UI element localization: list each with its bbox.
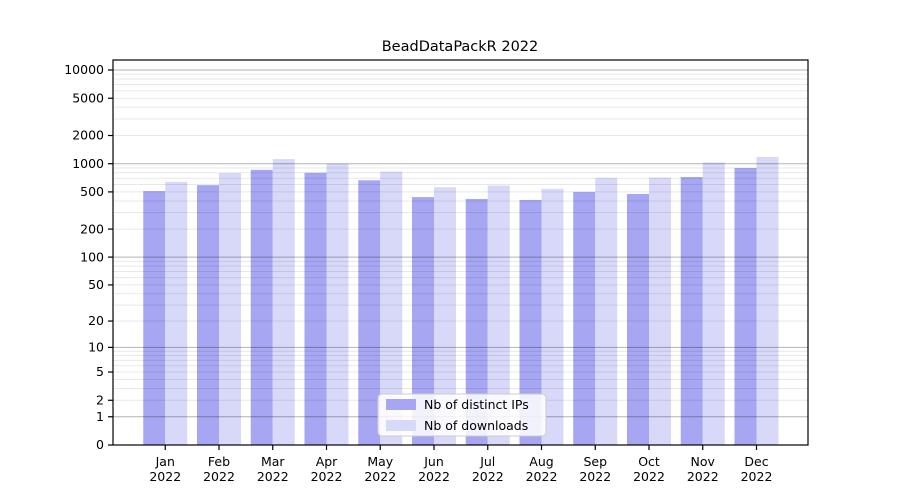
bar-distinct-ips-jan: [143, 191, 166, 445]
bar-downloads-jul: [487, 185, 510, 445]
bar-downloads-oct: [649, 177, 671, 445]
bar-distinct-ips-mar: [250, 169, 273, 445]
y-tick-label: 2000: [72, 128, 104, 143]
x-tick-label-year: 2022: [364, 469, 396, 484]
y-tick-label: 200: [80, 221, 104, 236]
x-tick-label-month: Jul: [479, 454, 495, 469]
legend: Nb of distinct IPs Nb of downloads: [377, 393, 547, 437]
bar-distinct-ips-jul: [465, 198, 488, 445]
x-tick-label-month: Mar: [261, 454, 285, 469]
grid-layer: [113, 69, 808, 418]
x-tick-label-month: Jan: [155, 454, 175, 469]
bar-distinct-ips-oct: [627, 193, 649, 445]
bar-downloads-jun: [434, 187, 456, 445]
bar-distinct-ips-feb: [197, 185, 219, 445]
y-tick-label: 50: [88, 277, 104, 292]
bar-downloads-sep: [595, 177, 618, 445]
bar-distinct-ips-apr: [304, 172, 327, 445]
bar-downloads-aug: [541, 188, 564, 445]
legend-label-distinct-ips: Nb of distinct IPs: [424, 397, 529, 412]
x-tick-label-year: 2022: [203, 469, 235, 484]
bar-distinct-ips-nov: [680, 177, 703, 445]
chart-title: BeadDataPackR 2022: [382, 39, 539, 55]
bar-downloads-apr: [326, 163, 349, 446]
x-tick-label-month: Dec: [744, 454, 768, 469]
bar-distinct-ips-aug: [519, 199, 542, 445]
bar-downloads-jan: [165, 181, 188, 445]
y-tick-label: 5: [96, 364, 104, 379]
x-tick-label-month: Nov: [691, 454, 716, 469]
x-tick-label-year: 2022: [257, 469, 289, 484]
y-tick-label: 1: [96, 409, 104, 424]
y-tick-label: 500: [80, 184, 104, 199]
y-tick-label: 2: [96, 392, 104, 407]
x-tick-label-month: Feb: [208, 454, 230, 469]
x-tick-label-year: 2022: [579, 469, 611, 484]
x-tick-label-year: 2022: [311, 469, 343, 484]
x-tick-label-year: 2022: [472, 469, 504, 484]
y-tick-label: 1000: [72, 156, 104, 171]
x-tick-label-month: Oct: [638, 454, 660, 469]
bar-downloads-feb: [219, 173, 241, 445]
legend-swatch-distinct-ips: [386, 399, 416, 410]
bars-layer: [143, 156, 779, 446]
bar-distinct-ips-jun: [412, 197, 434, 445]
bar-distinct-ips-dec: [734, 167, 757, 445]
x-tick-label-month: Jun: [423, 454, 444, 469]
y-tick-label: 10000: [64, 62, 104, 77]
x-tick-label-year: 2022: [687, 469, 719, 484]
bar-downloads-mar: [272, 159, 295, 445]
x-tick-label-year: 2022: [526, 469, 558, 484]
x-tick-label-year: 2022: [633, 469, 665, 484]
bar-downloads-nov: [702, 162, 725, 445]
y-tick-label: 0: [96, 437, 104, 452]
x-tick-label-month: Aug: [529, 454, 553, 469]
x-tick-label-year: 2022: [418, 469, 450, 484]
legend-swatch-downloads: [386, 420, 416, 431]
y-tick-label: 10: [88, 340, 104, 355]
legend-box: [377, 393, 547, 437]
x-tick-label-month: Sep: [583, 454, 607, 469]
bar-downloads-may: [380, 171, 403, 446]
y-tick-label: 5000: [72, 90, 104, 105]
x-tick-label-year: 2022: [149, 469, 181, 484]
x-tick-label-month: May: [367, 454, 393, 469]
axes-layer: 012510205010020050010002000500010000Jan2…: [64, 62, 772, 484]
y-tick-label: 100: [80, 249, 104, 264]
x-tick-label-year: 2022: [741, 469, 773, 484]
bar-downloads-dec: [756, 156, 779, 445]
y-tick-label: 20: [88, 313, 104, 328]
plot-border: [112, 59, 809, 446]
bar-distinct-ips-sep: [573, 191, 596, 445]
x-tick-label-month: Apr: [316, 454, 338, 469]
bar-distinct-ips-may: [358, 180, 381, 445]
legend-label-downloads: Nb of downloads: [424, 418, 528, 433]
